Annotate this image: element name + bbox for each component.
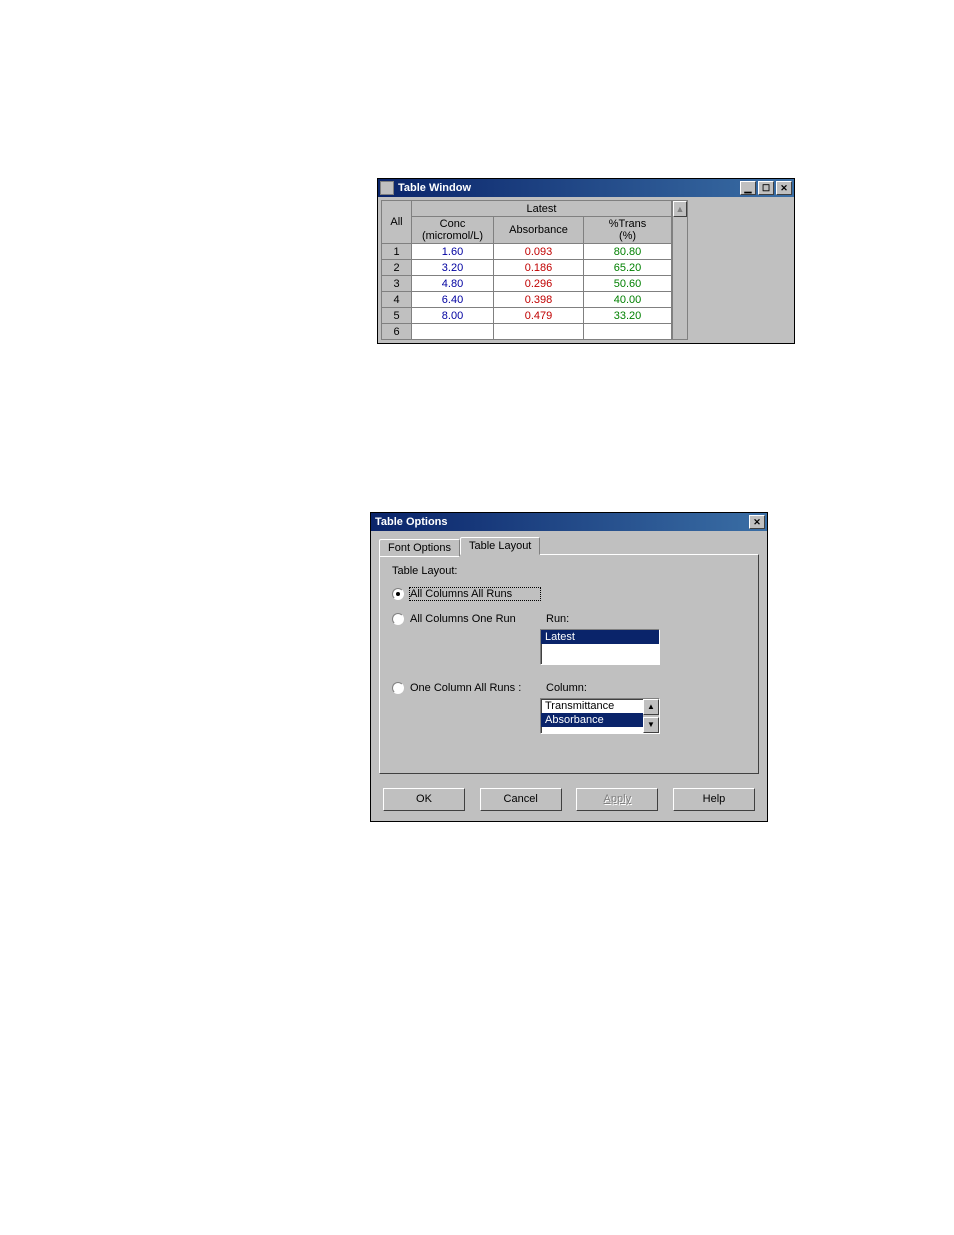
cell-conc[interactable]: 3.20	[412, 260, 494, 276]
cell-absorbance[interactable]: 0.093	[494, 244, 584, 260]
table-vertical-scrollbar[interactable]: ▲	[672, 200, 688, 340]
table-row: 46.400.39840.00	[382, 292, 672, 308]
cell-conc[interactable]: 8.00	[412, 308, 494, 324]
table-row: 6	[382, 324, 672, 340]
radio-all-columns-all-runs[interactable]	[392, 588, 404, 600]
header-group-latest: Latest	[412, 201, 672, 217]
cell-trans[interactable]: 33.20	[584, 308, 672, 324]
radio-row-all-columns-all-runs: All Columns All Runs	[392, 587, 746, 600]
data-table: All Latest Conc (micromol/L) Absorbance …	[381, 200, 672, 340]
column-item-transmittance[interactable]: Transmittance	[541, 699, 643, 713]
column-list-scrollbar[interactable]: ▲ ▼	[643, 699, 659, 733]
options-titlebar[interactable]: Table Options ✕	[371, 513, 767, 531]
close-button[interactable]: ✕	[776, 181, 792, 195]
radio-row-one-column-all-runs: One Column All Runs : Column:	[392, 681, 746, 694]
header-trans[interactable]: %Trans (%)	[584, 217, 672, 244]
tab-panel-layout: Table Layout: All Columns All Runs All C…	[379, 554, 759, 774]
row-number[interactable]: 6	[382, 324, 412, 340]
table-window-padding	[688, 200, 791, 340]
tabs: Font Options Table Layout	[379, 537, 759, 555]
table-window-body: All Latest Conc (micromol/L) Absorbance …	[378, 197, 794, 343]
section-label: Table Layout:	[392, 565, 746, 577]
header-all[interactable]: All	[382, 201, 412, 244]
radio-row-all-columns-one-run: All Columns One Run Run:	[392, 612, 746, 625]
tab-font-options[interactable]: Font Options	[379, 539, 460, 557]
header-trans-unit: (%)	[619, 230, 636, 242]
cell-absorbance[interactable]	[494, 324, 584, 340]
radio-label-one-column-all-runs[interactable]: One Column All Runs :	[410, 682, 538, 694]
cell-conc[interactable]: 1.60	[412, 244, 494, 260]
cancel-button[interactable]: Cancel	[480, 788, 562, 811]
header-conc[interactable]: Conc (micromol/L)	[412, 217, 494, 244]
header-trans-label: %Trans	[609, 218, 647, 230]
minimize-button[interactable]: ▁	[740, 181, 756, 195]
table-row: 58.000.47933.20	[382, 308, 672, 324]
options-close-button[interactable]: ✕	[749, 515, 765, 529]
maximize-button[interactable]: ☐	[758, 181, 774, 195]
apply-button-label: Apply	[604, 793, 632, 805]
cell-trans[interactable]: 40.00	[584, 292, 672, 308]
radio-one-column-all-runs[interactable]	[392, 682, 404, 694]
cell-conc[interactable]	[412, 324, 494, 340]
run-item-empty	[541, 644, 659, 658]
row-number[interactable]: 3	[382, 276, 412, 292]
column-scroll-down[interactable]: ▼	[643, 717, 659, 733]
column-item-absorbance[interactable]: Absorbance	[541, 713, 643, 727]
header-absorbance[interactable]: Absorbance	[494, 217, 584, 244]
column-scroll-up[interactable]: ▲	[643, 699, 659, 715]
table-window: Table Window ▁ ☐ ✕ All Latest Conc (micr…	[377, 178, 795, 344]
cell-trans[interactable]: 80.80	[584, 244, 672, 260]
cell-trans[interactable]	[584, 324, 672, 340]
cell-trans[interactable]: 50.60	[584, 276, 672, 292]
dialog-button-row: OK Cancel Apply Help	[379, 788, 759, 811]
apply-button: Apply	[576, 788, 658, 811]
help-button[interactable]: Help	[673, 788, 755, 811]
row-number[interactable]: 2	[382, 260, 412, 276]
run-listbox[interactable]: Latest	[540, 629, 660, 665]
column-list-container: Transmittance Absorbance ▲ ▼	[540, 698, 746, 734]
header-conc-unit: (micromol/L)	[422, 230, 483, 242]
table-row: 11.600.09380.80	[382, 244, 672, 260]
radio-label-all-columns-all-runs[interactable]: All Columns All Runs	[410, 588, 540, 600]
table-window-title: Table Window	[398, 182, 738, 194]
header-abs-label: Absorbance	[509, 224, 568, 236]
row-number[interactable]: 4	[382, 292, 412, 308]
column-listbox[interactable]: Transmittance Absorbance ▲ ▼	[540, 698, 660, 734]
run-sublabel: Run:	[546, 613, 569, 625]
system-menu-icon[interactable]	[380, 181, 394, 195]
cell-absorbance[interactable]: 0.186	[494, 260, 584, 276]
run-list-container: Latest	[540, 629, 746, 665]
radio-all-columns-one-run[interactable]	[392, 613, 404, 625]
radio-label-all-columns-one-run[interactable]: All Columns One Run	[410, 613, 538, 625]
column-sublabel: Column:	[546, 682, 587, 694]
cell-conc[interactable]: 6.40	[412, 292, 494, 308]
cell-trans[interactable]: 65.20	[584, 260, 672, 276]
cell-absorbance[interactable]: 0.398	[494, 292, 584, 308]
tab-table-layout[interactable]: Table Layout	[460, 537, 540, 555]
options-body: Font Options Table Layout Table Layout: …	[371, 531, 767, 821]
cell-absorbance[interactable]: 0.296	[494, 276, 584, 292]
row-number[interactable]: 1	[382, 244, 412, 260]
cell-conc[interactable]: 4.80	[412, 276, 494, 292]
options-title: Table Options	[375, 516, 747, 528]
table-window-titlebar[interactable]: Table Window ▁ ☐ ✕	[378, 179, 794, 197]
table-options-dialog: Table Options ✕ Font Options Table Layou…	[370, 512, 768, 822]
ok-button[interactable]: OK	[383, 788, 465, 811]
row-number[interactable]: 5	[382, 308, 412, 324]
table-row: 34.800.29650.60	[382, 276, 672, 292]
scroll-up-button[interactable]: ▲	[673, 201, 687, 217]
cell-absorbance[interactable]: 0.479	[494, 308, 584, 324]
header-conc-label: Conc	[440, 218, 466, 230]
table-row: 23.200.18665.20	[382, 260, 672, 276]
run-item-latest[interactable]: Latest	[541, 630, 659, 644]
